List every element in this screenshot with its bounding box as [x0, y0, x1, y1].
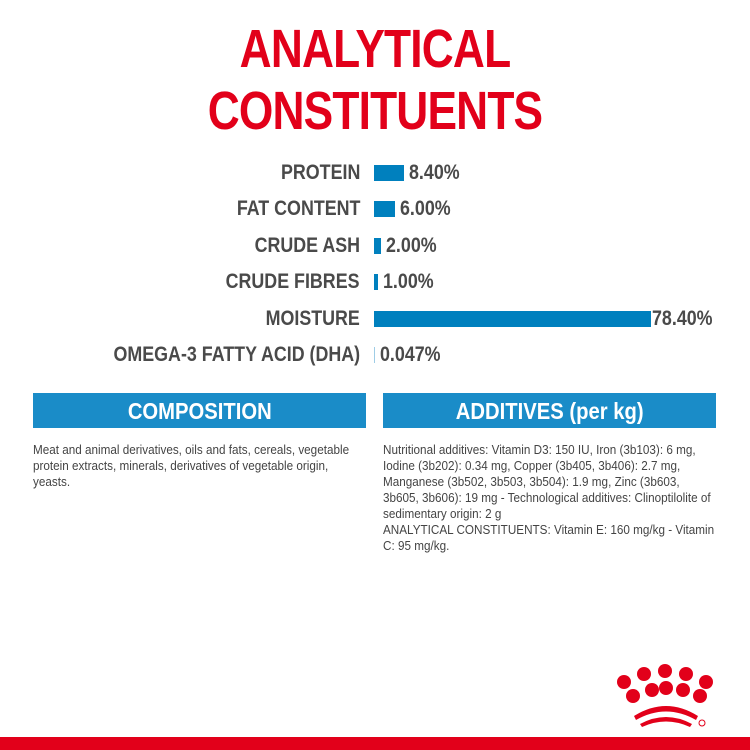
- bar: [374, 274, 378, 291]
- bar: [374, 347, 375, 363]
- additives-text: Nutritional additives: Vitamin D3: 150 I…: [383, 442, 711, 521]
- chart-row: PROTEIN 8.40%: [0, 155, 750, 191]
- category-label: PROTEIN: [280, 161, 360, 184]
- page-title: ANALYTICAL CONSTITUENTS: [207, 19, 543, 141]
- additives-heading: ADDITIVES (per kg): [455, 398, 644, 424]
- value-label: 6.00%: [400, 197, 451, 221]
- value-label: 78.40%: [652, 306, 713, 330]
- composition-heading: COMPOSITION: [127, 398, 272, 424]
- category-label: MOISTURE: [265, 306, 360, 330]
- value-label: 2.00%: [386, 233, 437, 257]
- additives-analytical-text: ANALYTICAL CONSTITUENTS: Vitamin E: 160 …: [383, 522, 715, 553]
- value-label: 0.047%: [380, 343, 441, 366]
- chart-row: OMEGA-3 FATTY ACID (DHA) 0.047%: [0, 337, 750, 373]
- crown-icon: [617, 664, 713, 727]
- value-label: 1.00%: [382, 270, 434, 294]
- chart-row: CRUDE FIBRES 1.00%: [0, 264, 750, 300]
- chart-row: FAT CONTENT 6.00%: [0, 191, 750, 227]
- bar: [374, 310, 651, 327]
- bottom-brand-bar: [0, 737, 750, 750]
- composition-header: COMPOSITION: [33, 393, 366, 428]
- additives-block: Nutritional additives: Vitamin D3: 150 I…: [383, 442, 716, 554]
- chart-row: CRUDE ASH 2.00%: [0, 228, 750, 264]
- value-label: 8.40%: [408, 161, 460, 184]
- additives-header: ADDITIVES (per kg): [383, 393, 716, 428]
- composition-text: Meat and animal derivatives, oils and fa…: [33, 442, 350, 489]
- category-label: CRUDE ASH: [254, 233, 360, 257]
- bar: [374, 237, 382, 254]
- constituents-chart: PROTEIN 8.40% FAT CONTENT 6.00% CRUDE ASH 2.0…: [0, 155, 750, 375]
- category-label: FAT CONTENT: [236, 197, 360, 221]
- chart-row: MOISTURE 78.40%: [0, 301, 750, 337]
- category-label: OMEGA-3 FATTY ACID (DHA): [113, 343, 360, 366]
- bar: [374, 201, 396, 218]
- bar: [374, 165, 404, 181]
- category-label: CRUDE FIBRES: [226, 270, 360, 294]
